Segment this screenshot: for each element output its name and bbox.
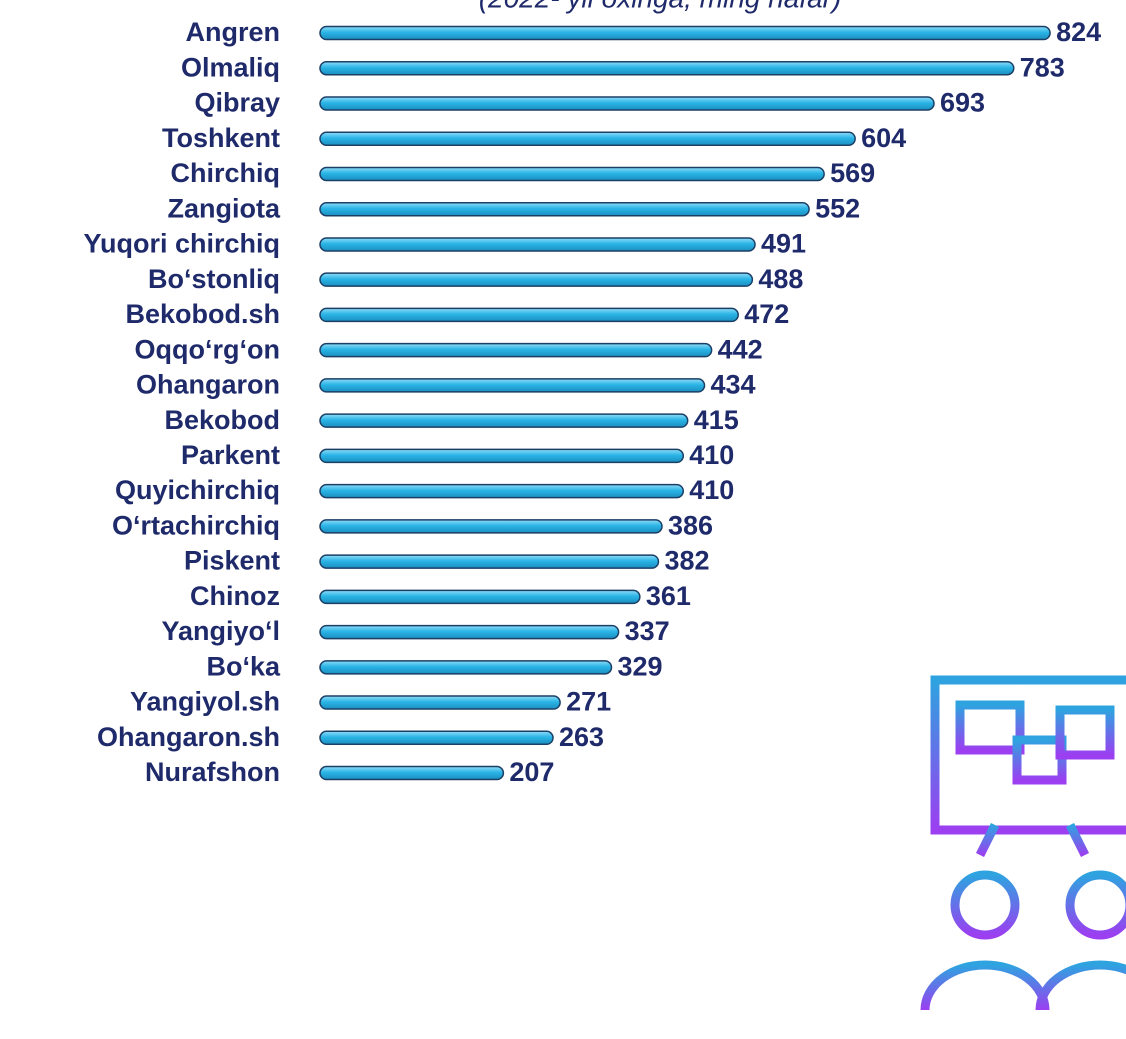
category-label: Zangiota — [168, 193, 281, 223]
category-label: Ohangaron — [136, 370, 280, 400]
value-label: 207 — [509, 757, 554, 787]
category-label: Piskent — [184, 546, 280, 576]
value-label: 783 — [1020, 52, 1065, 82]
bar — [319, 554, 660, 569]
value-label: 361 — [646, 581, 691, 611]
value-label: 693 — [940, 88, 985, 118]
value-label: 263 — [559, 722, 604, 752]
bar — [319, 413, 689, 428]
value-label: 824 — [1056, 17, 1101, 47]
category-label: Quyichirchiq — [115, 475, 280, 505]
bar — [319, 695, 561, 710]
bar — [319, 131, 856, 146]
bar — [319, 96, 935, 111]
bar — [319, 589, 641, 605]
value-label: 552 — [815, 193, 860, 223]
bar — [319, 519, 663, 534]
value-label: 382 — [664, 546, 709, 576]
value-label: 329 — [617, 651, 662, 681]
category-label: Ohangaron.sh — [97, 722, 280, 752]
value-label: 569 — [830, 158, 875, 188]
category-label: Bo‘ka — [206, 651, 281, 681]
value-label: 488 — [758, 264, 803, 294]
bar — [319, 25, 1051, 41]
category-label: O‘rtachirchiq — [112, 510, 280, 540]
value-label: 604 — [861, 123, 906, 153]
bar — [319, 342, 713, 358]
bar — [319, 765, 505, 781]
category-label: Bo‘stonliq — [148, 264, 280, 294]
value-label: 442 — [718, 334, 763, 364]
category-label: Toshkent — [162, 123, 280, 153]
category-label: Parkent — [181, 440, 280, 470]
bar — [319, 237, 756, 252]
bar — [319, 448, 685, 464]
value-label: 434 — [711, 370, 756, 400]
bar — [319, 624, 620, 640]
category-label: Olmaliq — [181, 52, 280, 82]
bar — [319, 660, 613, 675]
value-label: 337 — [625, 616, 670, 646]
bar — [319, 730, 554, 746]
chart-subtitle: (2022- yil oxiriga, ming nafar) — [479, 0, 842, 13]
value-label: 410 — [689, 440, 734, 470]
category-label: Angren — [186, 17, 281, 47]
bar — [319, 60, 1015, 76]
bar — [319, 378, 706, 393]
value-label: 491 — [761, 229, 806, 259]
icon — [918, 675, 1126, 1011]
category-label: Yuqori chirchiq — [83, 229, 280, 259]
value-label: 415 — [694, 405, 739, 435]
value-label: 410 — [689, 475, 734, 505]
category-label: Yangiyol.sh — [130, 687, 280, 717]
bar — [319, 201, 810, 217]
value-label: 271 — [566, 687, 611, 717]
category-label: Bekobod.sh — [125, 299, 280, 329]
category-label: Chirchiq — [170, 158, 280, 188]
category-label: Bekobod — [164, 405, 280, 435]
value-label: 472 — [744, 299, 789, 329]
category-label: Qibray — [194, 88, 280, 118]
bar — [319, 307, 739, 323]
category-label: Yangiyo‘l — [161, 616, 280, 646]
bar — [319, 272, 754, 287]
bar — [319, 483, 685, 499]
category-label: Nurafshon — [145, 757, 280, 787]
bar — [319, 166, 825, 182]
category-label: Oqqo‘rg‘on — [135, 334, 280, 364]
category-label: Chinoz — [190, 581, 280, 611]
value-label: 386 — [668, 510, 713, 540]
